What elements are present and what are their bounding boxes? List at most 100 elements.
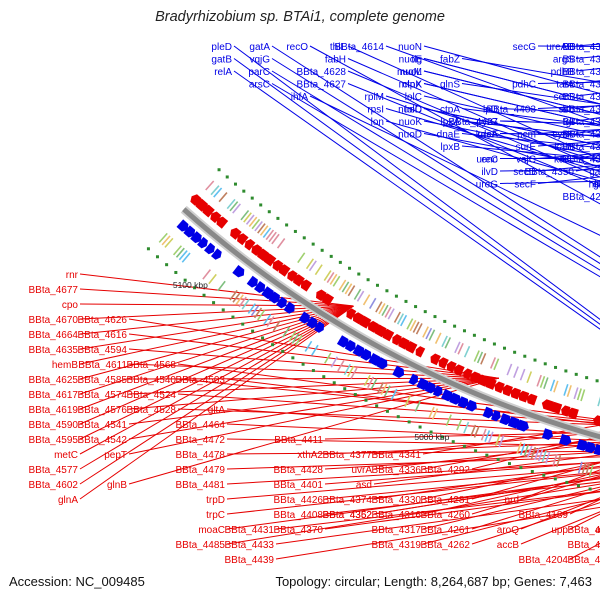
feature-marker [576, 484, 580, 488]
gene-label: tig [411, 55, 422, 66]
reverse-cog-stripe [308, 260, 317, 272]
feature-marker [221, 308, 225, 312]
reverse-cog-stripe [396, 313, 405, 325]
gene-label: hemB [52, 360, 78, 371]
gene-label: BBta_4322 [563, 117, 600, 128]
label-connector [347, 70, 600, 178]
reverse-cog-stripe [378, 303, 386, 315]
gene-label: trpC [206, 510, 225, 521]
reverse-cog-stripe [576, 388, 582, 401]
label-connector [79, 273, 354, 307]
gene-label: BBta_4478 [176, 450, 226, 461]
reverse-cog-stripe [243, 212, 252, 223]
gene-label: lpD [483, 105, 498, 116]
label-connector [347, 58, 600, 169]
forward-gene-arrow [190, 231, 202, 244]
label-connector [79, 305, 354, 335]
gene-label: BBta_4616 [78, 330, 128, 341]
feature-marker [261, 336, 265, 340]
feature-marker [353, 393, 357, 397]
gene-label: BBta_4540 [127, 375, 177, 386]
gene-label: thiL [330, 42, 347, 53]
gene-label: BBta_4364 [563, 42, 600, 53]
forward-gene-arrow [482, 406, 494, 419]
gene-label: BBta_4154 [568, 540, 600, 551]
forward-cog-stripe [161, 235, 171, 246]
reverse-cog-stripe [329, 273, 338, 285]
gene-label: BBta_4309 [563, 142, 600, 153]
forward-cog-stripe [585, 463, 590, 476]
forward-cog-stripe [181, 252, 191, 263]
reverse-gene-arrow [518, 390, 530, 403]
gene-label: rplM [365, 92, 384, 103]
forward-gene-arrow [176, 219, 189, 232]
reverse-gene-arrow [257, 248, 270, 262]
reverse-cog-stripe [384, 306, 392, 318]
reverse-cog-stripe [218, 192, 228, 203]
gene-label: BBta_4576 [78, 405, 128, 416]
forward-gene-arrow [516, 419, 529, 432]
gene-label: BBta_4626 [78, 315, 128, 326]
reverse-gene-arrow [293, 274, 305, 287]
forward-cog-stripe [484, 430, 491, 442]
reverse-gene-arrow [237, 233, 249, 246]
gene-label: kaiC [554, 155, 574, 166]
forward-gene-arrow [298, 311, 310, 324]
reverse-cog-stripe [493, 358, 500, 371]
reverse-cog-stripe [381, 304, 389, 317]
reverse-gene-arrow [526, 393, 538, 406]
reverse-gene-arrow [430, 353, 441, 366]
reverse-cog-stripe [422, 326, 429, 338]
gene-label: BBta_4352 [323, 510, 373, 521]
label-connector [324, 471, 600, 500]
gene-label: BBta_4315 [563, 130, 600, 141]
forward-cog-stripe [337, 360, 345, 372]
reverse-gene-arrow [202, 204, 215, 218]
gene-label: BBta_4602 [29, 480, 79, 491]
reverse-cog-stripe [375, 301, 383, 313]
forward-cog-stripe [588, 464, 594, 477]
gene-label: BBta_4528 [127, 405, 177, 416]
gene-label: moaC [198, 525, 225, 536]
label-connector [79, 305, 354, 455]
feature-marker [543, 362, 547, 366]
reverse-gene-arrow [272, 259, 284, 272]
gene-label: pleD [211, 42, 232, 53]
feature-marker [329, 254, 333, 258]
forward-gene-arrow [253, 281, 266, 293]
feature-marker [212, 301, 216, 305]
label-connector [373, 465, 600, 500]
gene-label: mtnK [399, 80, 423, 91]
reverse-cog-stripe [240, 210, 250, 221]
reverse-cog-stripe [387, 308, 395, 320]
label-connector [309, 95, 600, 236]
gene-label: surE [515, 142, 536, 153]
reverse-gene-arrow [392, 334, 402, 346]
feature-marker [183, 278, 187, 282]
forward-gene-arrow [232, 264, 245, 278]
gene-label: nuoC [398, 105, 422, 116]
gene-label: fabH [325, 55, 346, 66]
label-connector [233, 45, 600, 320]
gene-label: ureF [477, 130, 498, 141]
label-connector [226, 472, 600, 515]
gene-label: BBta_4242 [563, 192, 600, 203]
reverse-cog-stripe [400, 314, 408, 327]
reverse-gene-arrow [216, 216, 229, 229]
forward-gene-arrow [490, 409, 501, 422]
label-connector [128, 318, 499, 379]
label-connector [309, 45, 600, 205]
forward-cog-stripe [202, 269, 211, 280]
reverse-cog-stripe [356, 290, 365, 302]
reverse-gene-arrow [510, 387, 522, 400]
gene-label: BBta_4542 [78, 435, 128, 446]
feature-marker [588, 487, 592, 491]
feature-tracks [146, 168, 600, 491]
gene-label: ctpA [440, 105, 460, 116]
forward-cog-stripe [175, 247, 185, 258]
forward-cog-stripe [217, 280, 226, 292]
reverse-cog-stripe [276, 237, 286, 249]
forward-cog-stripe [480, 428, 487, 441]
forward-gene-arrow [465, 399, 477, 412]
reverse-cog-stripe [543, 377, 549, 390]
